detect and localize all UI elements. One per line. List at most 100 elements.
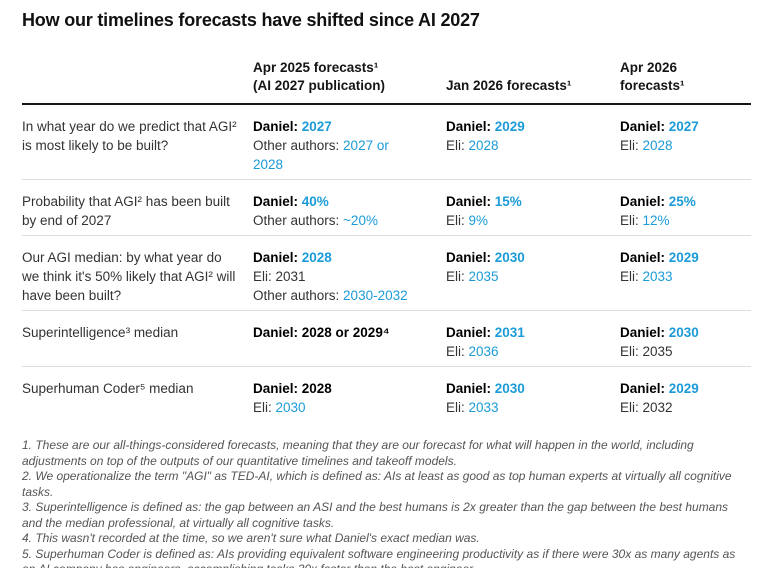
forecast-value: 2030-2032 <box>343 288 408 303</box>
forecast-label: Eli: <box>620 269 643 284</box>
forecast-line: Daniel: 25% <box>620 192 723 211</box>
forecast-label: Daniel: <box>620 381 669 396</box>
table-row: In what year do we predict that AGI² is … <box>22 105 751 180</box>
forecast-label: Eli: 2032 <box>620 400 673 415</box>
column-header-line: Jan 2026 forecasts¹ <box>446 78 572 93</box>
forecast-label: Daniel: <box>446 119 495 134</box>
forecast-label: Daniel: <box>620 194 669 209</box>
forecast-line: Daniel: 2029 <box>620 379 723 398</box>
forecast-line: Eli: 2035 <box>446 267 592 286</box>
forecast-line: Eli: 12% <box>620 211 723 230</box>
forecast-label: Other authors: <box>253 288 344 303</box>
forecast-line: Daniel: 2027 <box>620 117 723 136</box>
forecast-line: Daniel: 2030 <box>620 323 723 342</box>
forecast-label: Eli: 2035 <box>620 344 673 359</box>
table-row: Probability that AGI² has been built by … <box>22 180 751 236</box>
forecast-value: 2027 <box>301 119 332 134</box>
forecast-cell: Daniel: 2027 Eli: 2028 <box>620 117 751 174</box>
forecast-label: Eli: <box>446 269 469 284</box>
row-question: Probability that AGI² has been built by … <box>22 194 230 228</box>
forecast-cell: Daniel: 2030 Eli: 2035 <box>620 323 751 361</box>
forecast-line: Eli: 2028 <box>620 136 723 155</box>
row-question: In what year do we predict that AGI² is … <box>22 119 237 153</box>
forecast-value: 2033 <box>468 400 499 415</box>
forecast-cell: Daniel: 2030 Eli: 2035 <box>446 248 620 305</box>
forecast-value: 2030 <box>494 381 525 396</box>
forecast-table: Apr 2025 forecasts¹ (AI 2027 publication)… <box>22 59 751 422</box>
column-header-line: forecasts¹ <box>620 78 685 93</box>
forecast-cell: Daniel: 2028 Eli: 2031 Other authors: 2030… <box>253 248 446 305</box>
column-header: Jan 2026 forecasts¹ <box>446 77 620 95</box>
forecast-line: Eli: 2028 <box>446 136 592 155</box>
forecast-line: Other authors: ~20% <box>253 211 418 230</box>
footnote-5: 5. Superhuman Coder is defined as: AIs p… <box>22 546 736 568</box>
forecast-line: Other authors: 2027 or 2028 <box>253 136 418 174</box>
forecast-value: 2033 <box>642 269 673 284</box>
forecast-value: 25% <box>668 194 696 209</box>
forecast-cell: Daniel: 2029 Eli: 2033 <box>620 248 751 305</box>
forecast-cell: Daniel: 2031 Eli: 2036 <box>446 323 620 361</box>
forecast-label: Daniel: 2028 <box>253 381 332 396</box>
forecast-line: Daniel: 2029 <box>620 248 723 267</box>
forecast-value: 2031 <box>494 325 525 340</box>
forecast-value: 15% <box>494 194 522 209</box>
forecast-value: 9% <box>468 213 489 228</box>
forecast-line: Daniel: 2030 <box>446 379 592 398</box>
forecast-label: Daniel: <box>446 381 495 396</box>
forecast-label: Daniel: <box>446 250 495 265</box>
column-header-line: Apr 2026 <box>620 60 678 75</box>
forecast-cell: Daniel: 25% Eli: 12% <box>620 192 751 230</box>
column-header-line: (AI 2027 publication) <box>253 78 386 93</box>
forecast-label: Eli: <box>620 138 643 153</box>
column-header: Apr 2025 forecasts¹ (AI 2027 publication) <box>253 59 446 95</box>
forecast-label: Daniel: <box>446 325 495 340</box>
forecast-label: Eli: <box>446 138 469 153</box>
forecast-line: Eli: 2033 <box>620 267 723 286</box>
forecast-line: Daniel: 2027 <box>253 117 418 136</box>
forecast-line: Daniel: 2028 <box>253 379 418 398</box>
forecast-label: Daniel: <box>620 325 669 340</box>
forecast-label: Other authors: <box>253 138 344 153</box>
forecast-value: 12% <box>642 213 670 228</box>
forecast-value: 2029 <box>494 119 525 134</box>
chart-title: How our timelines forecasts have shifted… <box>22 10 480 30</box>
forecast-line: Eli: 2030 <box>253 398 418 417</box>
forecast-value: 2030 <box>275 400 306 415</box>
table-row: Our AGI median: by what year do we think… <box>22 236 751 311</box>
forecast-cell: Daniel: 2028 or 2029⁴ <box>253 323 446 361</box>
forecast-value: 2030 <box>494 250 525 265</box>
forecast-value: 2027 <box>668 119 699 134</box>
forecast-label: Daniel: <box>253 250 302 265</box>
table-row: Superintelligence³ median Daniel: 2028 or… <box>22 311 751 367</box>
footnote-2: 2. We operationalize the term "AGI" as T… <box>22 469 732 499</box>
forecast-cell: Daniel: 15% Eli: 9% <box>446 192 620 230</box>
forecast-value: 2030 <box>668 325 699 340</box>
forecast-cell: Daniel: 2029 Eli: 2028 <box>446 117 620 174</box>
forecast-line: Daniel: 2029 <box>446 117 592 136</box>
forecast-label: Daniel: <box>253 194 302 209</box>
table-header-row: Apr 2025 forecasts¹ (AI 2027 publication)… <box>22 59 751 105</box>
forecast-value: 2028 <box>468 138 499 153</box>
forecast-label: Eli: <box>446 400 469 415</box>
forecast-value: 2036 <box>468 344 499 359</box>
row-question: Our AGI median: by what year do we think… <box>22 250 236 303</box>
forecast-value: 2028 <box>642 138 673 153</box>
row-question: Superintelligence³ median <box>22 325 179 340</box>
forecast-label: Daniel: 2028 or 2029⁴ <box>253 325 390 340</box>
forecast-cell: Daniel: 40% Other authors: ~20% <box>253 192 446 230</box>
forecast-cell: Daniel: 2029 Eli: 2032 <box>620 379 751 417</box>
forecast-line: Daniel: 2031 <box>446 323 592 342</box>
forecast-value: ~20% <box>343 213 378 228</box>
forecast-label: Other authors: <box>253 213 344 228</box>
forecast-value: 2029 <box>668 250 699 265</box>
forecast-line: Eli: 2033 <box>446 398 592 417</box>
table-body: In what year do we predict that AGI² is … <box>22 105 751 422</box>
forecast-cell: Daniel: 2030 Eli: 2033 <box>446 379 620 417</box>
footnote-4: 4. This wasn't recorded at the time, so … <box>22 531 480 545</box>
forecast-cell: Daniel: 2028 Eli: 2030 <box>253 379 446 417</box>
column-header-line: Apr 2025 forecasts¹ <box>253 60 379 75</box>
forecast-line: Daniel: 2028 or 2029⁴ <box>253 323 418 342</box>
forecast-line: Daniel: 40% <box>253 192 418 211</box>
forecast-line: Daniel: 2030 <box>446 248 592 267</box>
forecast-value: 40% <box>301 194 329 209</box>
